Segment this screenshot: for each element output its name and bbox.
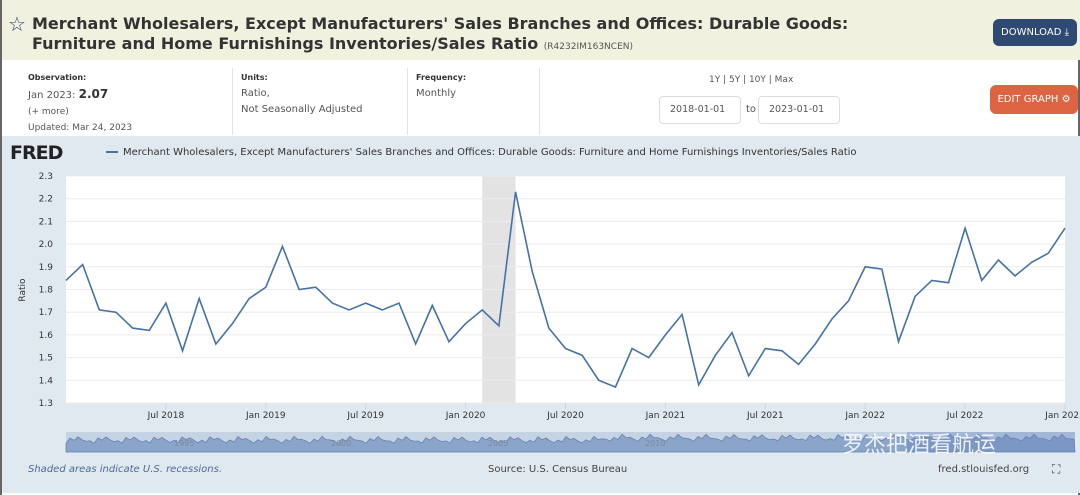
navigator-label: 2000	[331, 439, 351, 448]
y-tick-label: 2.1	[39, 217, 53, 227]
y-tick-label: 2.0	[39, 240, 54, 250]
source-text: Source: U.S. Census Bureau	[488, 464, 628, 475]
frequency-panel: Frequency: Monthly	[416, 73, 467, 99]
page-title: Merchant Wholesalers, Except Manufacture…	[32, 14, 849, 53]
y-tick-label: 1.6	[39, 331, 54, 341]
units-panel: Units: Ratio, Not Seasonally Adjusted	[241, 73, 363, 115]
x-tick-label: Jan 2022	[844, 411, 885, 421]
download-button[interactable]: DOWNLOAD ⤓	[993, 19, 1077, 46]
watermark: 罗杰把酒看航运	[842, 433, 996, 458]
navigator-label: 2005	[488, 439, 508, 448]
navigator-label: 2010	[645, 439, 665, 448]
x-tick-label: Jan 2023	[1044, 411, 1080, 421]
gear-icon: ⚙	[1061, 94, 1071, 105]
observation-panel: Observation: Jan 2023: 2.07 (+ more) Upd…	[28, 73, 133, 133]
fred-logo: FRED	[10, 142, 63, 164]
y-axis-label: Ratio	[18, 278, 28, 302]
edit-graph-button[interactable]: EDIT GRAPH ⚙	[990, 85, 1078, 114]
download-icon: ⤓	[1064, 27, 1069, 38]
range-selector[interactable]: 1Y | 5Y | 10Y | Max	[709, 75, 794, 85]
end-date-input[interactable]: 2023-01-01	[758, 96, 840, 124]
x-tick-label: Jul 2018	[147, 411, 185, 421]
header-bar: ☆ Merchant Wholesalers, Except Manufactu…	[2, 0, 1080, 60]
navigator-selection[interactable]	[907, 432, 1075, 452]
chart-legend: Merchant Wholesalers, Except Manufacture…	[106, 147, 857, 158]
x-tick-label: Jan 2019	[245, 411, 286, 421]
navigator-series	[65, 433, 1076, 453]
y-tick-label: 1.5	[39, 354, 53, 364]
star-icon[interactable]: ☆	[8, 12, 26, 36]
x-tick-label: Jul 2021	[746, 411, 784, 421]
y-tick-label: 1.3	[39, 399, 53, 409]
x-tick-label: Jul 2020	[546, 411, 584, 421]
x-tick-label: Jan 2021	[645, 411, 686, 421]
site-link[interactable]: fred.stlouisfed.org	[938, 464, 1030, 475]
y-tick-label: 1.9	[39, 263, 54, 273]
start-date-input[interactable]: 2018-01-01	[659, 96, 741, 124]
recession-note: Shaded areas indicate U.S. recessions.	[28, 464, 223, 475]
y-tick-label: 1.7	[39, 308, 53, 318]
y-tick-label: 1.4	[39, 376, 54, 386]
fullscreen-icon[interactable]: ⛶	[1052, 462, 1061, 476]
navigator-label: 1995	[174, 439, 194, 448]
y-tick-label: 2.3	[39, 172, 53, 182]
x-tick-label: Jul 2022	[946, 411, 984, 421]
more-link[interactable]: (+ more)	[28, 107, 69, 117]
y-tick-label: 2.2	[39, 195, 53, 205]
y-tick-label: 1.8	[39, 286, 54, 296]
series-id: (R4232IM163NCEN)	[543, 42, 633, 52]
x-tick-label: Jan 2020	[445, 411, 486, 421]
x-tick-label: Jul 2019	[346, 411, 384, 421]
